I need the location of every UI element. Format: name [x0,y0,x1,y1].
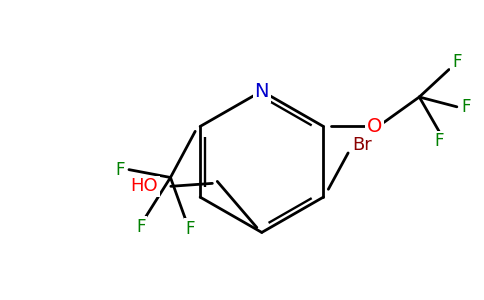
Text: Br: Br [352,136,372,154]
Text: HO: HO [130,177,158,195]
Text: N: N [255,82,269,100]
Text: F: F [136,218,146,236]
Text: F: F [452,53,462,71]
Text: F: F [115,160,125,178]
Text: F: F [434,132,444,150]
Text: F: F [185,220,195,238]
Text: F: F [461,98,470,116]
Text: O: O [367,117,382,136]
